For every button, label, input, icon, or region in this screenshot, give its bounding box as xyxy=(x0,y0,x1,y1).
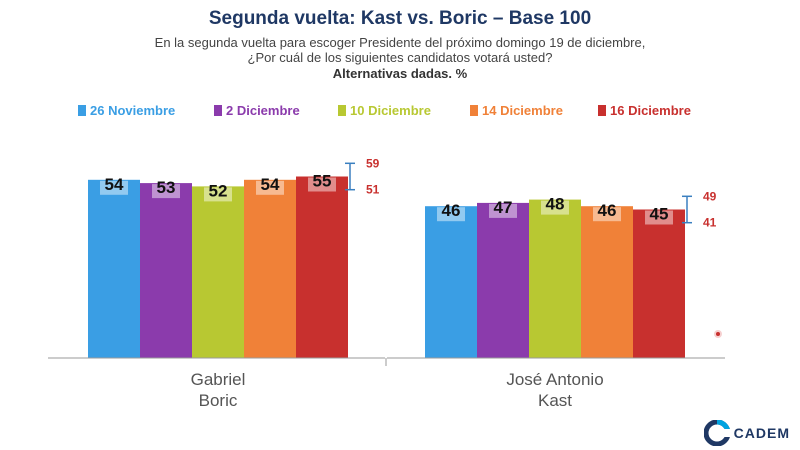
bar xyxy=(529,199,581,358)
chart-subtitle-line2: ¿Por cuál de los siguientes candidatos v… xyxy=(247,50,553,65)
bar-value-label: 53 xyxy=(157,178,176,197)
bar-value-label: 52 xyxy=(209,181,228,200)
cadem-logo: CADEM xyxy=(703,420,790,446)
bar-label-backdrop xyxy=(593,207,621,222)
error-range-low-label: 41 xyxy=(703,216,717,230)
bar-label-backdrop xyxy=(437,207,465,222)
bar-value-label: 46 xyxy=(442,201,461,220)
bar-label-backdrop xyxy=(204,187,232,202)
legend-swatch xyxy=(470,105,478,116)
marker-dot-inner xyxy=(716,332,720,336)
bar-value-label: 48 xyxy=(546,195,565,214)
bar xyxy=(192,186,244,358)
bar xyxy=(425,206,477,358)
legend-label: 16 Diciembre xyxy=(610,103,691,118)
bar-label-backdrop xyxy=(152,184,180,199)
bar xyxy=(477,202,529,358)
category-label: Gabriel xyxy=(191,370,246,389)
bar-value-label: 55 xyxy=(313,172,332,191)
bar-value-label: 54 xyxy=(105,175,124,194)
bar-label-backdrop xyxy=(541,200,569,215)
bar xyxy=(88,179,140,358)
bar-label-backdrop xyxy=(256,180,284,195)
legend-swatch xyxy=(78,105,86,116)
chart-subtitle-line3: Alternativas dadas. % xyxy=(332,66,468,81)
bar-label-backdrop xyxy=(489,203,517,218)
bar xyxy=(140,183,192,358)
legend-label: 2 Diciembre xyxy=(226,103,300,118)
cadem-logo-text: CADEM xyxy=(733,425,790,441)
category-label: José Antonio xyxy=(506,370,603,389)
bar-value-label: 47 xyxy=(494,198,513,217)
legend-label: 10 Diciembre xyxy=(350,103,431,118)
legend-label: 26 Noviembre xyxy=(90,103,175,118)
error-range-high-label: 59 xyxy=(366,156,380,170)
error-range-high-label: 49 xyxy=(703,189,717,203)
legend-swatch xyxy=(598,105,606,116)
legend-swatch xyxy=(214,105,222,116)
bar-label-backdrop xyxy=(645,210,673,225)
bar-value-label: 46 xyxy=(598,201,617,220)
bar-label-backdrop xyxy=(308,177,336,192)
category-label: Kast xyxy=(538,391,572,410)
bar-value-label: 45 xyxy=(650,205,669,224)
chart-title: Segunda vuelta: Kast vs. Boric – Base 10… xyxy=(208,8,592,29)
bar xyxy=(581,206,633,358)
bar-label-backdrop xyxy=(100,180,128,195)
bar-value-label: 54 xyxy=(261,175,280,194)
legend-swatch xyxy=(338,105,346,116)
bar xyxy=(244,179,296,358)
bar xyxy=(296,176,348,358)
error-range-low-label: 51 xyxy=(366,183,380,197)
bar xyxy=(633,209,685,358)
chart-subtitle-line1: En la segunda vuelta para escoger Presid… xyxy=(154,35,646,50)
legend-label: 14 Diciembre xyxy=(482,103,563,118)
cadem-logo-icon xyxy=(703,420,730,446)
category-label: Boric xyxy=(199,391,238,410)
